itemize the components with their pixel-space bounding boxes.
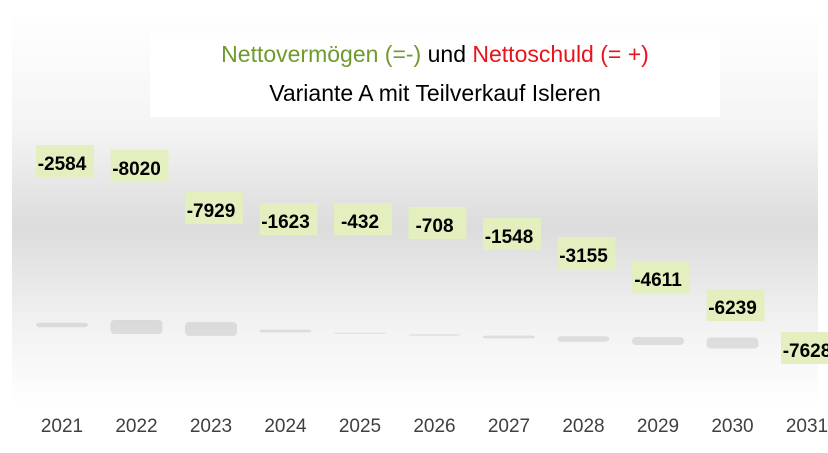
title-box <box>150 33 720 117</box>
data-label: -4611 <box>634 270 682 291</box>
label-background <box>632 261 690 293</box>
label-background <box>334 203 392 235</box>
data-label: -7628 <box>783 341 828 362</box>
data-label: -708 <box>415 216 453 237</box>
data-label: -2584 <box>38 154 87 175</box>
x-tick-label: 2022 <box>115 416 157 437</box>
x-tick-label: 2028 <box>562 416 604 437</box>
title-part: Nettovermögen (=-) <box>221 41 421 67</box>
x-tick-label: 2026 <box>413 416 455 437</box>
x-tick-label: 2025 <box>339 416 381 437</box>
data-label: -1548 <box>485 227 534 248</box>
label-background <box>185 192 243 224</box>
chart-title: Nettovermögen (=-) und Nettoschuld (= +) <box>221 41 649 67</box>
x-tick-label: 2027 <box>488 416 530 437</box>
label-background <box>110 150 169 182</box>
label-background <box>483 218 541 250</box>
label-background <box>706 289 765 321</box>
x-tick-label: 2029 <box>637 416 679 437</box>
x-tick-label: 2024 <box>264 416 307 437</box>
chart-subtitle: Variante A mit Teilverkauf Isleren <box>269 80 601 106</box>
x-tick-label: 2031 <box>786 416 828 437</box>
bar <box>334 332 386 334</box>
data-label: -1623 <box>261 212 310 233</box>
data-label: -7929 <box>187 201 236 222</box>
title-part: und <box>428 41 466 67</box>
bar <box>483 335 535 339</box>
bar <box>259 329 312 333</box>
x-tick-label: 2021 <box>41 416 83 437</box>
data-label: -6239 <box>708 298 757 319</box>
bar <box>557 336 610 342</box>
title-part: Nettoschuld (= +) <box>472 41 648 67</box>
label-background <box>781 332 828 364</box>
label-background <box>408 207 467 239</box>
bar <box>706 337 759 349</box>
x-tick-label: 2023 <box>190 416 232 437</box>
x-tick-label: 2030 <box>711 416 753 437</box>
bar <box>632 336 684 346</box>
bar <box>185 322 237 336</box>
bar <box>408 334 461 336</box>
data-label: -3155 <box>559 246 608 267</box>
label-background <box>36 145 94 177</box>
label-background <box>259 203 318 235</box>
bar <box>36 322 88 328</box>
data-label: -8020 <box>112 159 161 180</box>
label-background <box>557 237 616 269</box>
data-label: -432 <box>341 212 379 233</box>
bar <box>110 320 163 334</box>
